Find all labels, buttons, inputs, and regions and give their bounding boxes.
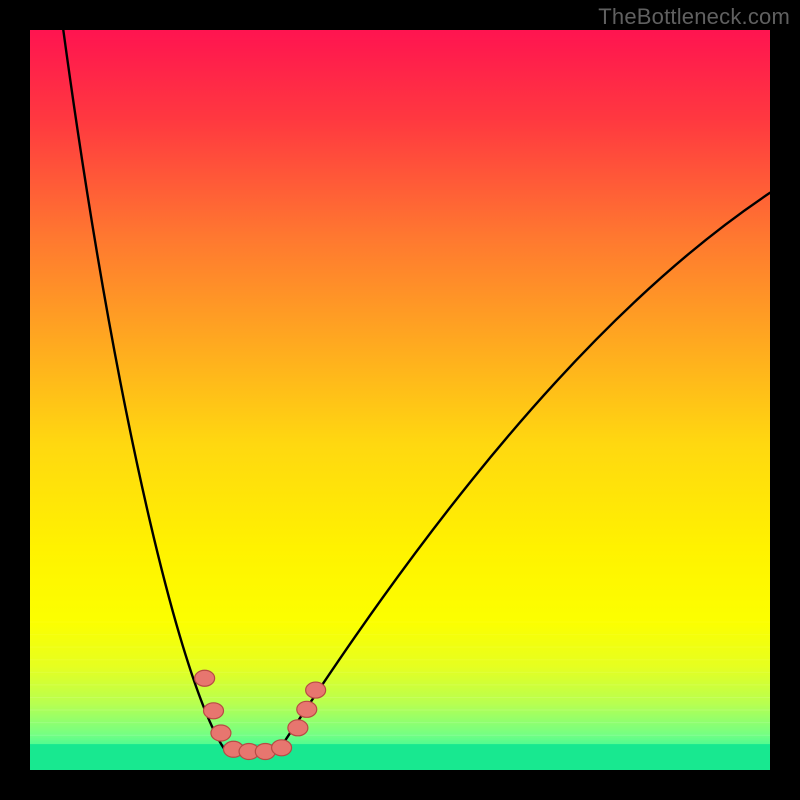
curve-marker [211, 725, 231, 741]
curve-marker [306, 682, 326, 698]
curve-marker [204, 703, 224, 719]
watermark-text: TheBottleneck.com [598, 4, 790, 30]
curve-marker [297, 701, 317, 717]
bottleneck-curve-chart [0, 0, 800, 800]
curve-marker [288, 720, 308, 736]
outer-frame: TheBottleneck.com [0, 0, 800, 800]
optimal-band [30, 744, 770, 770]
curve-marker [272, 740, 292, 756]
gradient-background [30, 30, 770, 770]
curve-marker [195, 670, 215, 686]
